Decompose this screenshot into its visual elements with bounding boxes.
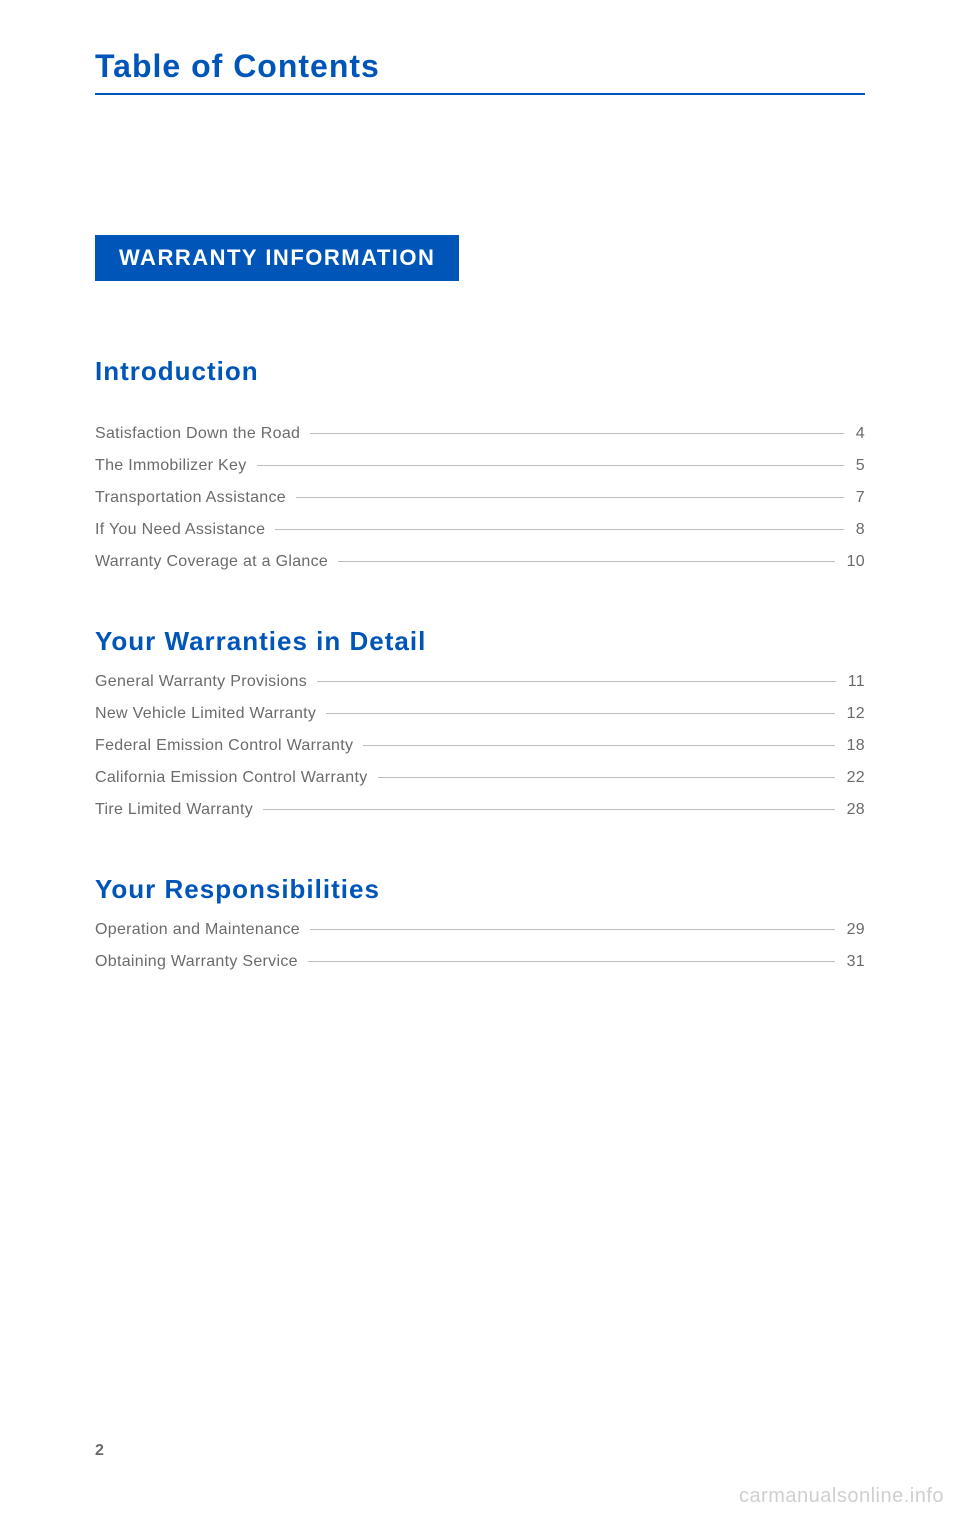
toc-sections: Introduction Satisfaction Down the Road 4 T…	[95, 356, 865, 971]
toc-entry-page: 29	[839, 921, 865, 939]
toc-row: Tire Limited Warranty 28	[95, 801, 865, 819]
toc-entry-label: Operation and Maintenance	[95, 921, 306, 939]
page-title: Table of Contents	[95, 48, 865, 85]
toc-entry-page: 22	[839, 769, 865, 787]
toc-leader-line	[310, 929, 835, 930]
toc-row: General Warranty Provisions 11	[95, 673, 865, 691]
toc-leader-line	[378, 777, 835, 778]
toc-section: Your Responsibilities Operation and Maint…	[95, 874, 865, 971]
toc-entry-label: New Vehicle Limited Warranty	[95, 705, 322, 723]
toc-entry-page: 28	[839, 801, 865, 819]
toc-row: Transportation Assistance 7	[95, 489, 865, 507]
toc-leader-line	[363, 745, 834, 746]
section-heading: Your Warranties in Detail	[95, 626, 865, 657]
page-container: Table of Contents WARRANTY INFORMATION I…	[0, 0, 960, 1086]
toc-leader-line	[296, 497, 844, 498]
toc-leader-line	[263, 809, 835, 810]
toc-row: Operation and Maintenance 29	[95, 921, 865, 939]
toc-entry-label: California Emission Control Warranty	[95, 769, 374, 787]
toc-section: Introduction Satisfaction Down the Road 4 T…	[95, 356, 865, 571]
toc-entry-label: The Immobilizer Key	[95, 457, 253, 475]
toc-entry-page: 8	[848, 521, 865, 539]
toc-row: California Emission Control Warranty 22	[95, 769, 865, 787]
section-banner: WARRANTY INFORMATION	[95, 235, 459, 281]
toc-row: The Immobilizer Key 5	[95, 457, 865, 475]
toc-entry-label: Federal Emission Control Warranty	[95, 737, 359, 755]
toc-entry-page: 18	[839, 737, 865, 755]
toc-entry-page: 10	[839, 553, 865, 571]
toc-entry-label: Satisfaction Down the Road	[95, 425, 306, 443]
title-rule	[95, 93, 865, 95]
toc-row: Warranty Coverage at a Glance 10	[95, 553, 865, 571]
toc-entry-page: 5	[848, 457, 865, 475]
toc-leader-line	[308, 961, 835, 962]
watermark: carmanualsonline.info	[739, 1485, 944, 1508]
toc-entry-page: 4	[848, 425, 865, 443]
page-number: 2	[95, 1442, 104, 1460]
toc-leader-line	[317, 681, 836, 682]
toc-row: If You Need Assistance 8	[95, 521, 865, 539]
toc-entry-label: If You Need Assistance	[95, 521, 271, 539]
toc-entry-label: Tire Limited Warranty	[95, 801, 259, 819]
toc-leader-line	[257, 465, 844, 466]
toc-row: Satisfaction Down the Road 4	[95, 425, 865, 443]
section-heading: Your Responsibilities	[95, 874, 865, 905]
toc-entry-label: Transportation Assistance	[95, 489, 292, 507]
toc-entry-page: 7	[848, 489, 865, 507]
toc-leader-line	[338, 561, 834, 562]
toc-leader-line	[275, 529, 844, 530]
toc-row: New Vehicle Limited Warranty 12	[95, 705, 865, 723]
toc-entry-label: Obtaining Warranty Service	[95, 953, 304, 971]
section-heading: Introduction	[95, 356, 865, 387]
toc-entry-page: 12	[839, 705, 865, 723]
toc-entry-page: 31	[839, 953, 865, 971]
toc-entry-page: 11	[840, 673, 865, 691]
toc-entry-label: Warranty Coverage at a Glance	[95, 553, 334, 571]
toc-leader-line	[310, 433, 844, 434]
toc-entry-label: General Warranty Provisions	[95, 673, 313, 691]
toc-section: Your Warranties in Detail General Warrant…	[95, 626, 865, 819]
toc-row: Federal Emission Control Warranty 18	[95, 737, 865, 755]
toc-leader-line	[326, 713, 834, 714]
toc-row: Obtaining Warranty Service 31	[95, 953, 865, 971]
